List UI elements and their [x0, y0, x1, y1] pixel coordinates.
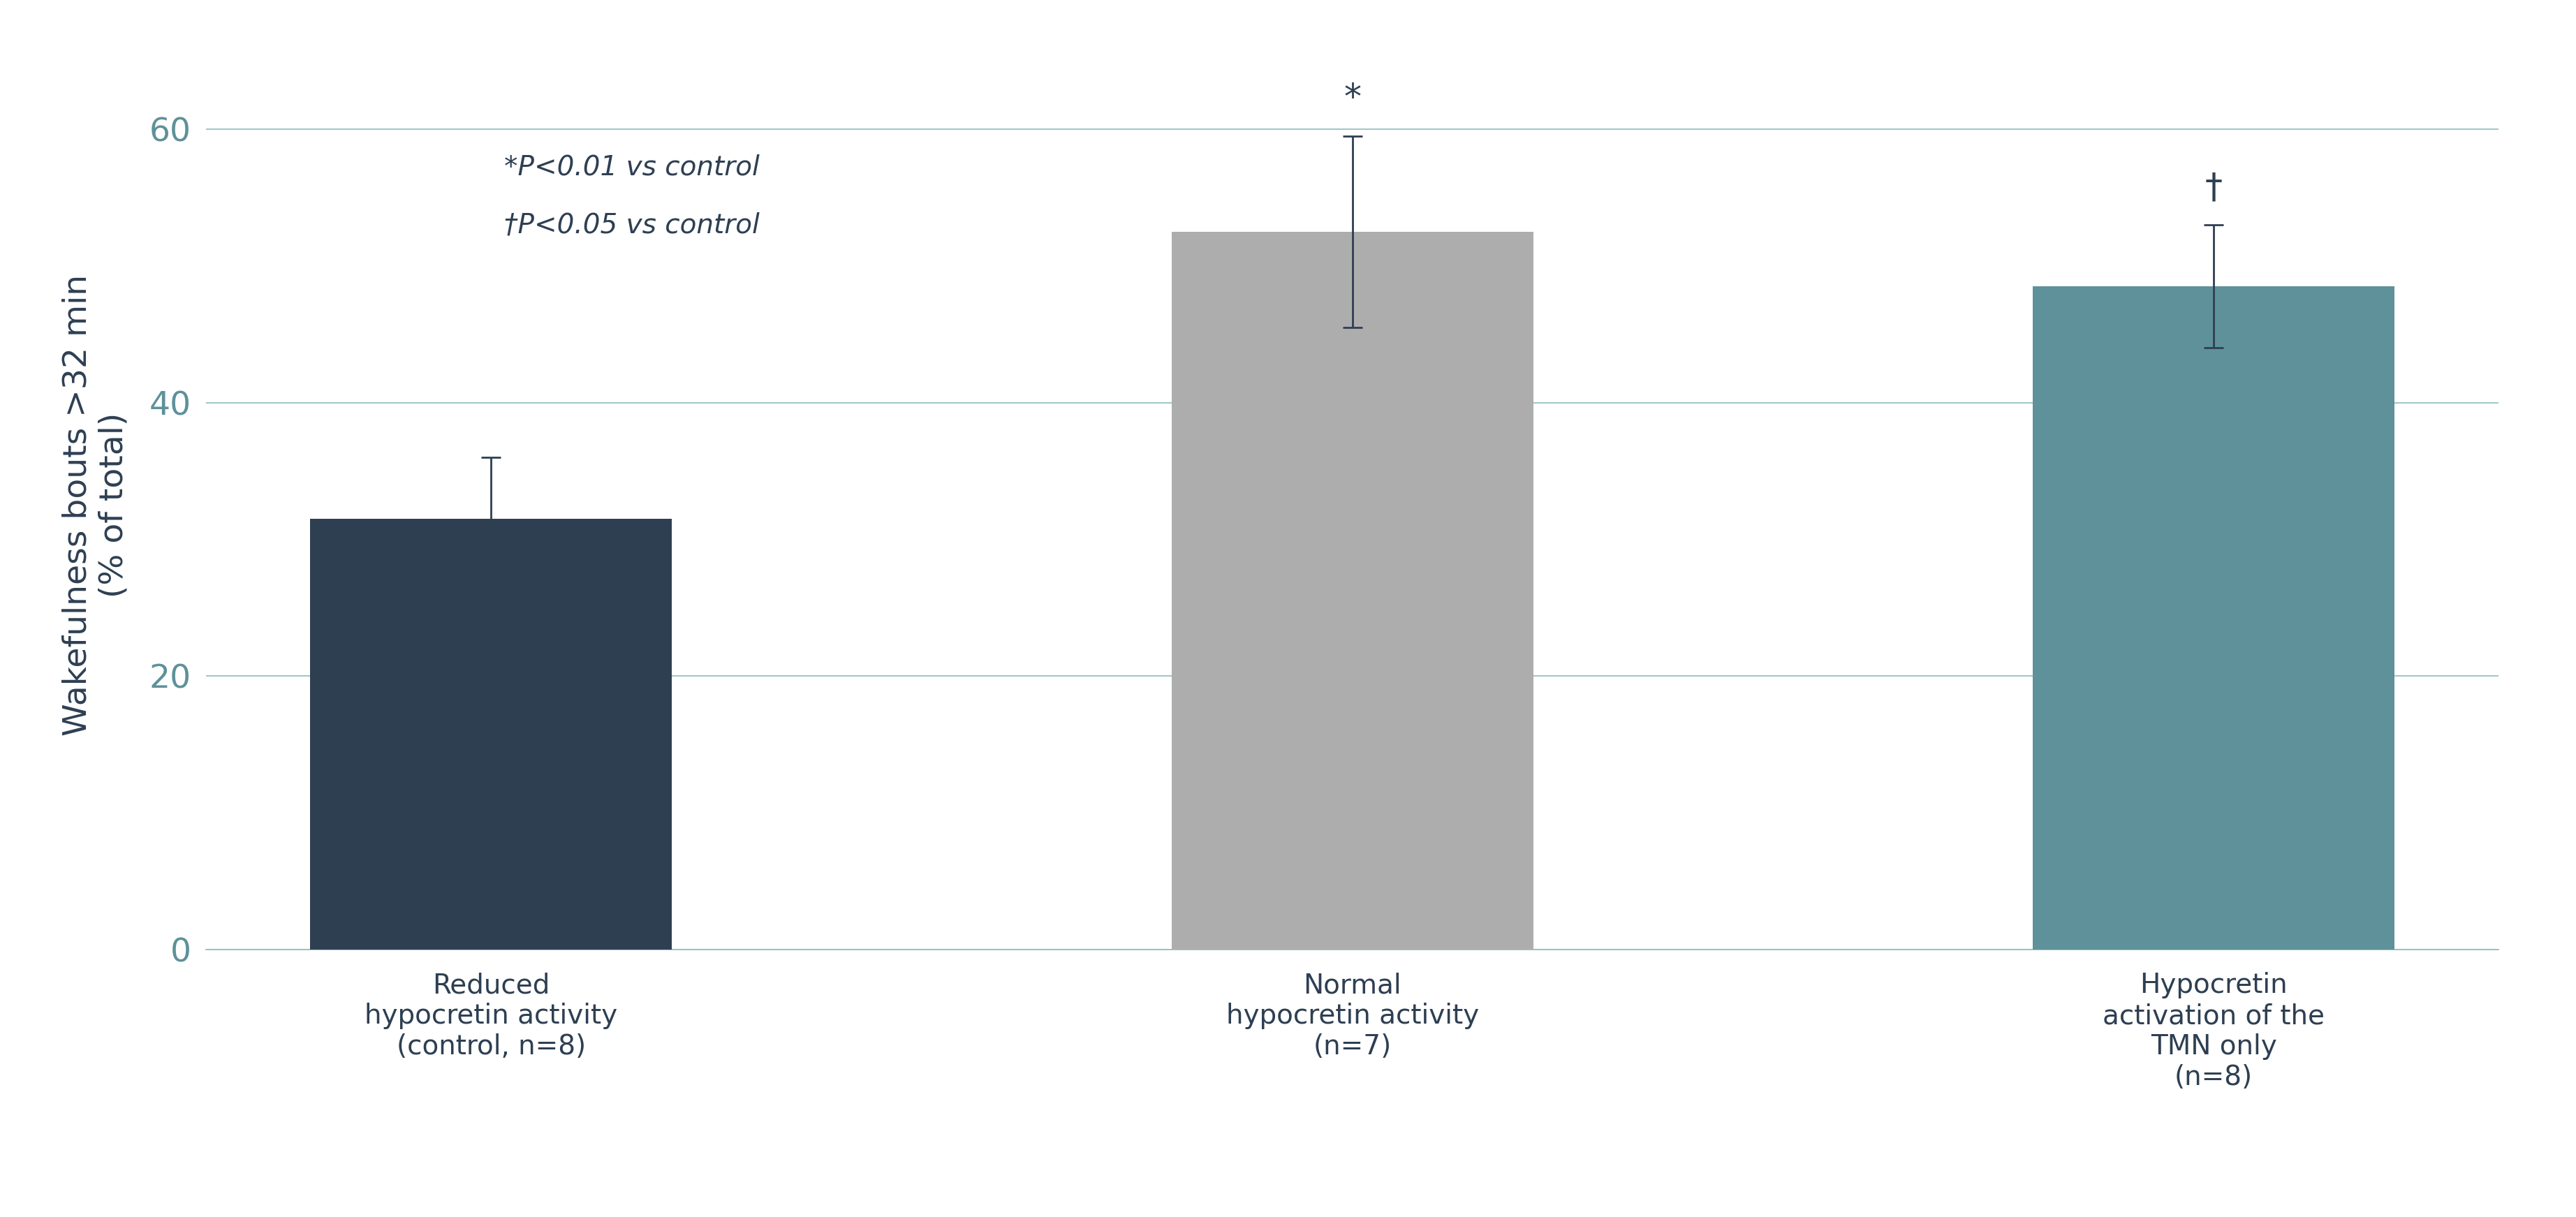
- Text: *: *: [1345, 82, 1360, 116]
- Bar: [2032, 286, 2396, 949]
- Text: *P<0.01 vs control: *P<0.01 vs control: [505, 155, 760, 180]
- Text: †: †: [2205, 170, 2223, 204]
- Text: †P<0.05 vs control: †P<0.05 vs control: [505, 212, 760, 239]
- Bar: [1172, 231, 1533, 949]
- Y-axis label: Wakefulness bouts >32 min
(% of total): Wakefulness bouts >32 min (% of total): [62, 274, 129, 736]
- Bar: [309, 518, 672, 949]
